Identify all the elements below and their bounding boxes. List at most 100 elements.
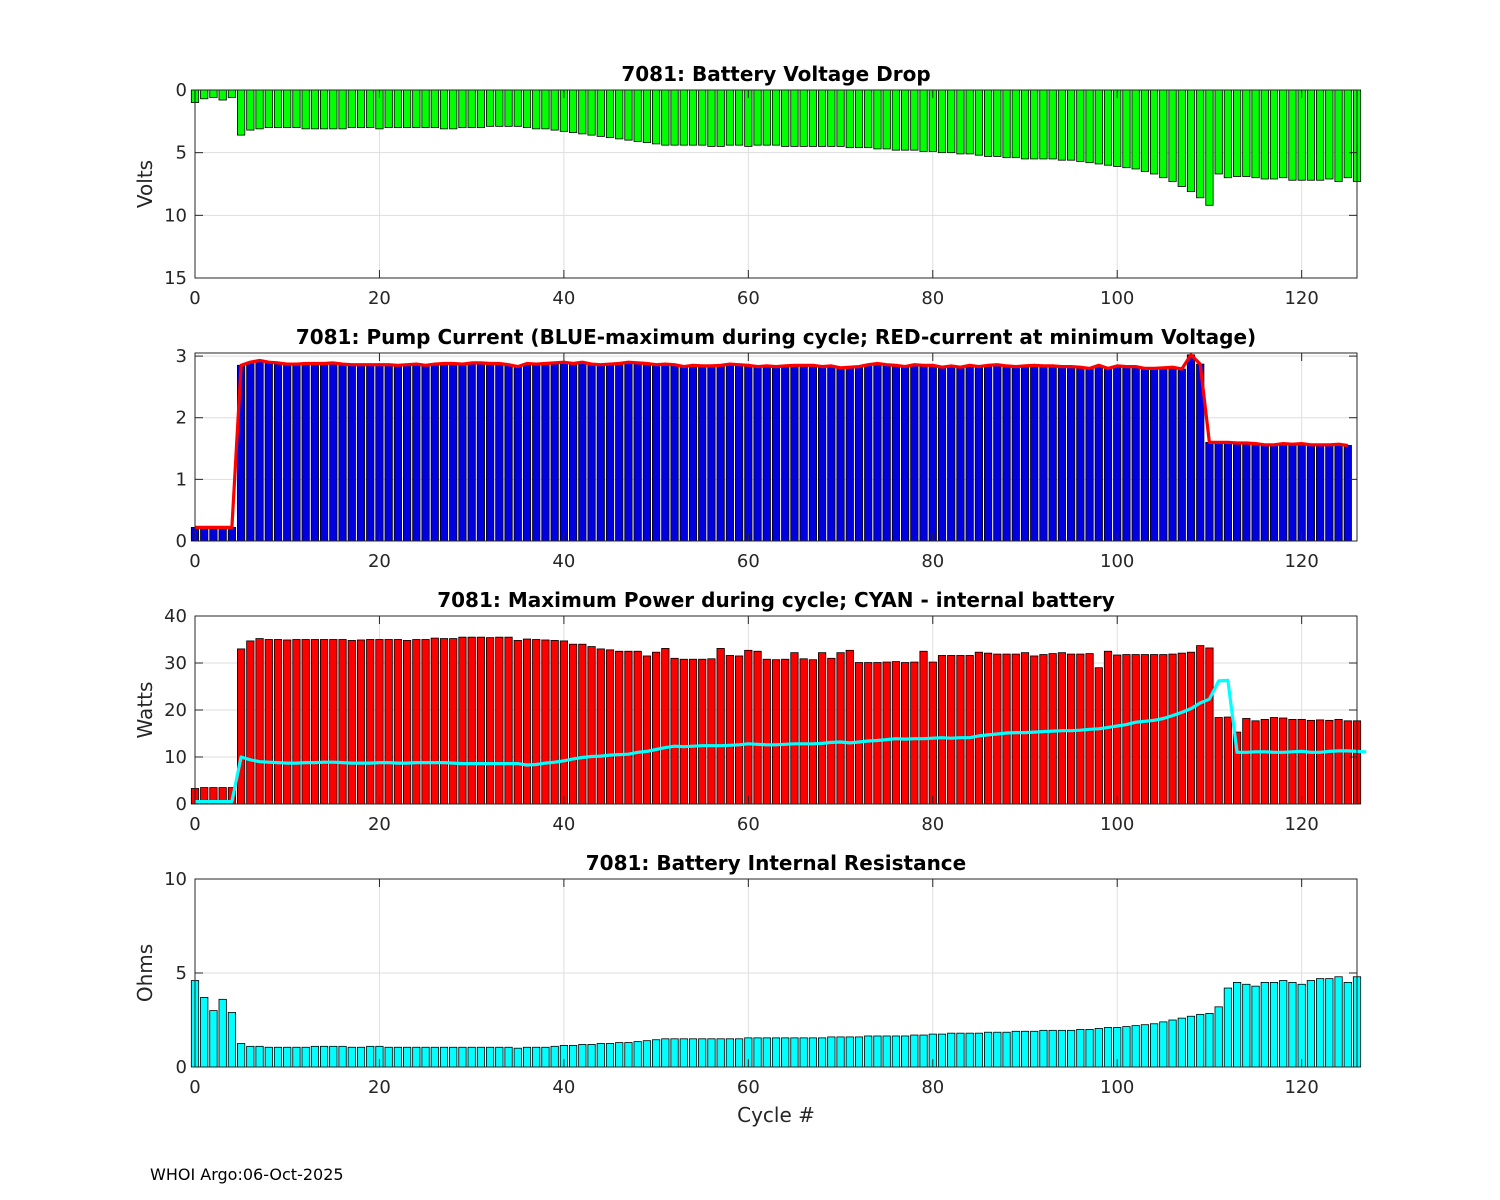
bar [1048, 365, 1057, 542]
bar [237, 1043, 246, 1068]
bar [873, 363, 882, 542]
bar [1057, 652, 1066, 805]
bar [209, 1010, 218, 1068]
bar [1260, 719, 1269, 805]
bar [439, 363, 449, 542]
bar [679, 89, 688, 146]
bar [652, 1039, 661, 1068]
bar [467, 636, 476, 805]
bar [827, 1036, 836, 1068]
bar [670, 1038, 679, 1068]
bar [901, 366, 910, 542]
bar [781, 89, 790, 147]
chart-panel-4: 0 20 40 60 80 100 120 0 5 10 7081: Battery Interna… [133, 851, 1362, 1127]
bar [1177, 1017, 1186, 1068]
x-tick-label: 120 [1284, 288, 1318, 309]
bar [1168, 653, 1177, 805]
bar [984, 89, 993, 157]
y-tick-label: 0 [176, 80, 187, 101]
bar [1288, 982, 1297, 1068]
bar [762, 1037, 771, 1068]
bar [1223, 441, 1232, 542]
bar [1039, 654, 1048, 805]
bar [541, 639, 550, 805]
bar [200, 527, 209, 542]
bar [1186, 354, 1196, 542]
bar [522, 89, 532, 128]
bar [698, 1038, 707, 1068]
bar [255, 359, 264, 542]
bar [1057, 1029, 1066, 1068]
bar [642, 363, 651, 542]
bar [439, 1046, 449, 1068]
bar [984, 364, 993, 542]
bar [513, 366, 522, 542]
bar [688, 89, 698, 146]
bar [218, 527, 227, 542]
y-tick-label: 0 [176, 531, 187, 552]
bar [956, 366, 965, 542]
bar [1186, 1015, 1196, 1068]
bar [1140, 1024, 1149, 1068]
bar [1122, 1026, 1131, 1068]
bar [974, 651, 983, 805]
bar [569, 363, 578, 542]
bar [522, 638, 532, 805]
bar [605, 649, 615, 805]
bar [1214, 89, 1223, 175]
bar [1251, 720, 1260, 805]
bar [818, 1037, 827, 1068]
bar [578, 89, 587, 135]
bar [532, 363, 541, 542]
bar [818, 366, 827, 542]
bar [928, 364, 937, 542]
bar [624, 650, 633, 805]
bar [771, 366, 781, 542]
bar [1085, 89, 1094, 164]
bar [495, 89, 504, 127]
bar [550, 640, 559, 805]
bar [864, 89, 873, 149]
bar [1306, 980, 1315, 1068]
bar [735, 655, 744, 805]
bar [947, 89, 956, 154]
bar [421, 364, 430, 542]
bar [467, 1046, 476, 1068]
bar [605, 363, 615, 542]
bar [338, 89, 347, 130]
bar [366, 364, 375, 542]
bar [688, 364, 698, 542]
y-tick-label: 5 [176, 143, 187, 164]
y-tick-label: 1 [176, 469, 187, 490]
bar [753, 650, 762, 805]
bar [1030, 89, 1039, 160]
bar [596, 648, 605, 805]
bar [790, 1037, 799, 1068]
bar [264, 89, 273, 128]
bar [1122, 654, 1131, 805]
bar [679, 366, 688, 542]
bar [292, 89, 301, 128]
bar [421, 639, 430, 805]
bar [532, 89, 541, 130]
bar [836, 89, 845, 147]
bar [1325, 444, 1334, 542]
bar [956, 655, 965, 805]
bar [458, 89, 467, 128]
bar [1288, 443, 1297, 542]
bar [1269, 982, 1279, 1068]
bar [615, 650, 624, 805]
bar [781, 1037, 790, 1068]
y-tick-label: 0 [176, 794, 187, 815]
bar [1113, 654, 1122, 805]
bar [891, 89, 900, 151]
bar [237, 89, 246, 136]
bar [1177, 368, 1186, 542]
bar [624, 1042, 633, 1068]
bar [218, 89, 227, 101]
bar [467, 362, 476, 542]
bar [366, 639, 375, 805]
x-tick-label: 20 [368, 551, 391, 572]
bar [1177, 89, 1186, 187]
bar [790, 652, 799, 805]
